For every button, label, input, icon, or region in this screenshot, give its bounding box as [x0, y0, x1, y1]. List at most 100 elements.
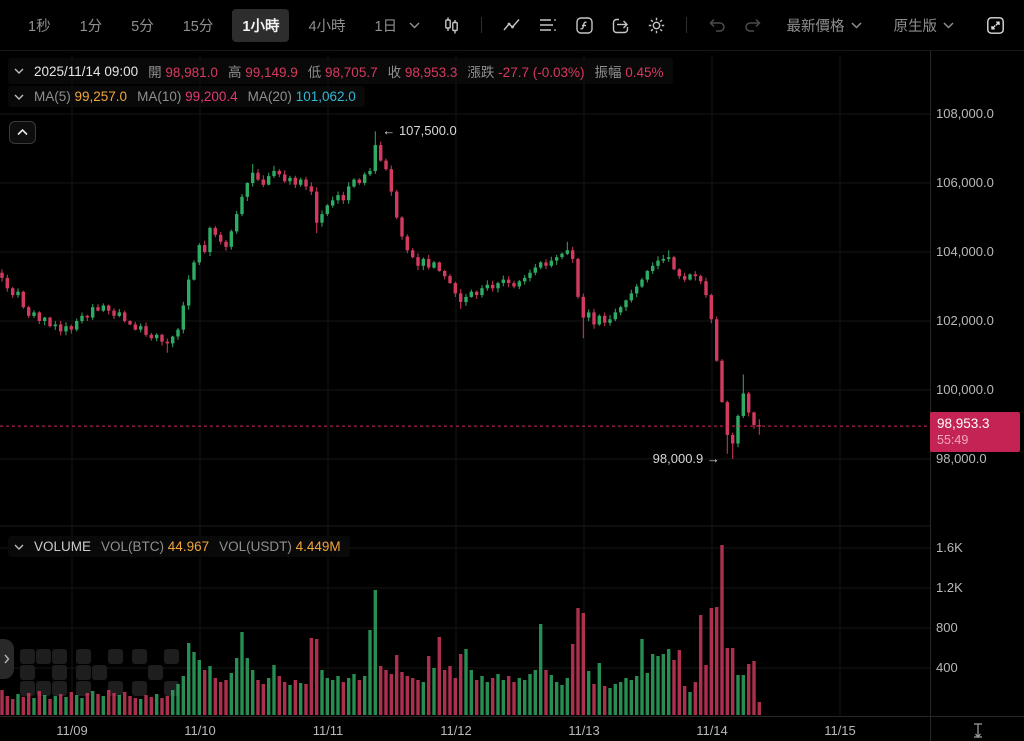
- price-mode-select[interactable]: 最新價格: [781, 14, 868, 37]
- chart-version-select[interactable]: 原生版: [888, 14, 961, 37]
- scale-adjust-icon: [974, 723, 982, 738]
- display-settings-button[interactable]: [533, 10, 563, 40]
- time-tick-label: 11/14: [696, 723, 728, 738]
- list-settings-icon: [540, 19, 557, 31]
- price-tick-label: 104,000.0: [936, 244, 994, 259]
- okx-watermark: [20, 649, 179, 696]
- undo-icon: [709, 18, 725, 32]
- vol-usdt-value: 4.449M: [295, 539, 341, 554]
- toolbar-divider: [686, 17, 688, 33]
- price-tick-label: 102,000.0: [936, 313, 994, 328]
- ma10-group: MA(10) 99,200.4: [137, 89, 238, 104]
- low-price-annotation: 98,000.9 →: [652, 450, 720, 466]
- low-value: 98,705.7: [325, 65, 378, 80]
- timeframe-5分[interactable]: 5分: [121, 9, 164, 42]
- function-template-icon: [575, 16, 593, 34]
- indicators-button[interactable]: [497, 10, 527, 40]
- time-tick-label: 11/10: [184, 723, 216, 738]
- change-group: 漲跌 -27.7 (-0.03%): [467, 65, 585, 80]
- high-value: 99,149.9: [245, 65, 298, 80]
- ohlc-collapse-chevron[interactable]: [14, 68, 24, 74]
- price-mode-label: 最新價格: [786, 18, 845, 35]
- redo-button[interactable]: [738, 10, 768, 40]
- save-export-icon: [612, 18, 628, 33]
- vol-btc-value: 44.967: [167, 539, 210, 554]
- chart-version-label: 原生版: [893, 18, 938, 35]
- ma-collapse-chevron[interactable]: [14, 94, 24, 100]
- candlestick-icon: [444, 17, 458, 33]
- timeframe-1秒[interactable]: 1秒: [18, 9, 61, 42]
- settings-button[interactable]: [641, 10, 671, 40]
- chevron-right-icon: [4, 654, 10, 664]
- timeframe-dropdown-button[interactable]: [407, 21, 422, 29]
- chart-toolbar: 1秒 1分 5分 15分 1小時 4小時 1日: [0, 0, 1024, 51]
- last-price-badge: 98,953.3 55:49: [930, 412, 1020, 453]
- timeframe-1日[interactable]: 1日: [365, 9, 408, 42]
- ohlc-legend: 2025/11/14 09:00 開 98,981.0 高 99,149.9 低…: [8, 58, 673, 84]
- close-group: 收 98,953.3: [387, 65, 458, 80]
- price-tick-label: 106,000.0: [936, 175, 994, 190]
- save-layout-button[interactable]: [605, 10, 635, 40]
- time-tick-label: 11/15: [824, 723, 856, 738]
- chevron-down-icon: [14, 544, 24, 550]
- ma-legend: MA(5) 99,257.0 MA(10) 99,200.4 MA(20) 10…: [8, 86, 365, 107]
- fullscreen-button[interactable]: [980, 10, 1010, 40]
- toolbar-divider: [481, 17, 483, 33]
- price-scale-adjust-button[interactable]: [968, 721, 988, 740]
- ma5-value: 99,257.0: [74, 89, 128, 104]
- ma20-group: MA(20) 101,062.0: [247, 89, 356, 104]
- chevron-down-icon: [14, 94, 24, 100]
- indicators-icon: [503, 19, 520, 31]
- price-tick-label: 108,000.0: [936, 106, 994, 121]
- volume-collapse-chevron[interactable]: [14, 544, 24, 550]
- volume-title: VOLUME: [34, 539, 92, 554]
- volume-legend: VOLUME VOL(BTC) 44.967 VOL(USDT) 4.449M: [8, 536, 350, 557]
- grid-layer: [0, 50, 1024, 741]
- high-price-annotation: ← 107,500.0: [382, 123, 457, 139]
- price-tick-label: 98,000.0: [936, 451, 987, 466]
- volume-tick-label: 1.6K: [936, 540, 963, 555]
- volume-tick-label: 400: [936, 660, 958, 675]
- ma5-group: MA(5) 99,257.0: [34, 89, 128, 104]
- collapse-pane-button[interactable]: [9, 121, 36, 144]
- time-tick-label: 11/12: [440, 723, 472, 738]
- amplitude-value: 0.45%: [625, 65, 664, 80]
- vol-usdt-group: VOL(USDT) 4.449M: [219, 539, 341, 554]
- last-price-value: 98,953.3: [937, 416, 990, 432]
- time-tick-label: 11/09: [56, 723, 88, 738]
- amplitude-group: 振幅 0.45%: [594, 65, 664, 80]
- ma10-value: 99,200.4: [185, 89, 238, 104]
- high-group: 高 99,149.9: [227, 65, 298, 80]
- undo-button[interactable]: [702, 10, 732, 40]
- open-group: 開 98,981.0: [148, 65, 218, 80]
- volume-tick-label: 1.2K: [936, 580, 963, 595]
- chevron-down-icon: [850, 21, 862, 29]
- candles-layer: [0, 131, 761, 459]
- chevron-down-icon: [14, 68, 24, 74]
- ma20-value: 101,062.0: [295, 89, 356, 104]
- change-value: -27.7 (-0.03%): [498, 65, 585, 80]
- timeframe-15分[interactable]: 15分: [173, 9, 224, 42]
- indicator-template-button[interactable]: [569, 10, 599, 40]
- redo-icon: [745, 18, 761, 32]
- timeframe-4小時[interactable]: 4小時: [298, 9, 355, 42]
- time-tick-label: 11/11: [312, 723, 344, 738]
- time-tick-label: 11/13: [568, 723, 600, 738]
- candle-countdown: 55:49: [937, 433, 969, 448]
- timeframe-group: 1秒 1分 5分 15分 1小時 4小時 1日: [18, 8, 408, 42]
- volume-bars-layer: [0, 545, 761, 715]
- toolbar-right-group: 最新價格 原生版: [781, 10, 1011, 40]
- expand-panel-handle[interactable]: [0, 639, 14, 679]
- candle-timestamp: 2025/11/14 09:00: [34, 63, 139, 79]
- volume-tick-label: 800: [936, 620, 958, 635]
- toolbar-icons: [436, 10, 768, 40]
- vol-btc-group: VOL(BTC) 44.967: [101, 539, 210, 554]
- open-value: 98,981.0: [165, 65, 218, 80]
- timeframe-1小時[interactable]: 1小時: [232, 8, 290, 42]
- timeframe-1分[interactable]: 1分: [70, 9, 113, 42]
- chevron-up-icon: [17, 129, 28, 136]
- candle-style-button[interactable]: [436, 10, 466, 40]
- price-tick-label: 100,000.0: [936, 382, 994, 397]
